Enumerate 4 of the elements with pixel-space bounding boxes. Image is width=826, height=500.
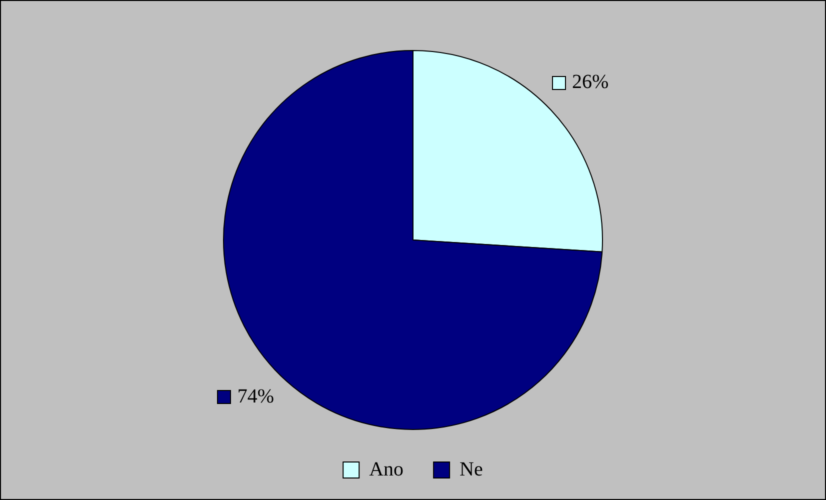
legend-label: Ano [369,458,404,480]
data-label: 26% [572,71,609,94]
data-label: 74% [237,385,274,408]
legend-label: Ne [460,458,484,480]
